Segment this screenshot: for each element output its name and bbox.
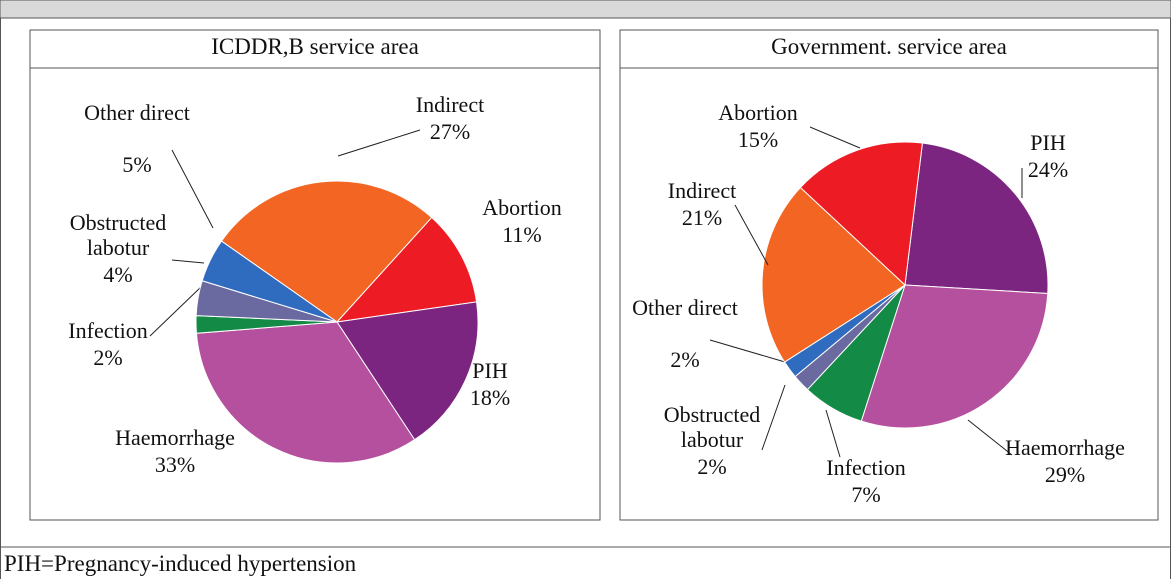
pie-slice xyxy=(195,321,416,464)
slice-label: Haemorrhage xyxy=(115,425,235,450)
slice-value-label: 4% xyxy=(103,262,133,287)
panel-title: ICDDR,B service area xyxy=(211,34,419,59)
pie-slice xyxy=(335,216,478,323)
leader-line xyxy=(171,149,214,229)
pie-slice xyxy=(220,180,433,323)
slice-label: Other direct xyxy=(84,100,190,125)
slice-value-label: 5% xyxy=(122,152,152,177)
slice-value-label: 18% xyxy=(469,385,511,410)
slice-label: Infection xyxy=(826,455,906,480)
pie-slice xyxy=(860,284,1049,429)
slice-label: Obstructed labotur xyxy=(69,210,167,260)
slice-value-label: 29% xyxy=(1044,462,1086,487)
slice-label: PIH xyxy=(1030,130,1066,155)
slice-value-label: 21% xyxy=(681,205,723,230)
leader-line xyxy=(734,204,769,266)
leader-line xyxy=(149,285,203,337)
panel-frame xyxy=(619,29,1159,521)
slice-value-label: 7% xyxy=(851,482,881,507)
slice-value-label: 24% xyxy=(1027,157,1069,182)
slice-label: Abortion xyxy=(718,100,798,125)
panel-title: Government. service area xyxy=(771,34,1007,59)
slice-value-label: 2% xyxy=(670,347,700,372)
footnote: PIH=Pregnancy-induced hypertension xyxy=(4,551,357,576)
pie-slice xyxy=(761,186,906,363)
leader-line xyxy=(171,259,205,264)
slice-label: Other direct xyxy=(632,295,738,320)
pie-slice xyxy=(799,141,923,287)
slice-value-label: 2% xyxy=(697,454,727,479)
pie-slice xyxy=(201,240,338,323)
slice-label: PIH xyxy=(472,358,508,383)
slice-label: Indirect xyxy=(667,178,737,203)
pie-slice xyxy=(904,142,1049,295)
slice-value-label: 33% xyxy=(154,452,196,477)
slice-label: Infection xyxy=(68,318,148,343)
leader-line xyxy=(967,419,1013,456)
header-strip xyxy=(0,0,1171,19)
panel-frame xyxy=(29,29,601,521)
slice-value-label: 11% xyxy=(502,222,542,247)
slice-label: Abortion xyxy=(482,195,562,220)
leader-line xyxy=(809,126,861,149)
slice-value-label: 15% xyxy=(737,127,779,152)
slice-label: Indirect xyxy=(415,92,485,117)
slice-value-label: 2% xyxy=(93,345,123,370)
leader-line xyxy=(825,409,841,458)
pie-slice xyxy=(336,301,479,441)
leader-line xyxy=(761,384,786,451)
leader-line xyxy=(337,129,421,157)
slice-label: Obstructed labotur xyxy=(663,402,761,452)
slice-label: Haemorrhage xyxy=(1005,435,1125,460)
slice-value-label: 27% xyxy=(429,119,471,144)
leader-line xyxy=(709,339,786,363)
